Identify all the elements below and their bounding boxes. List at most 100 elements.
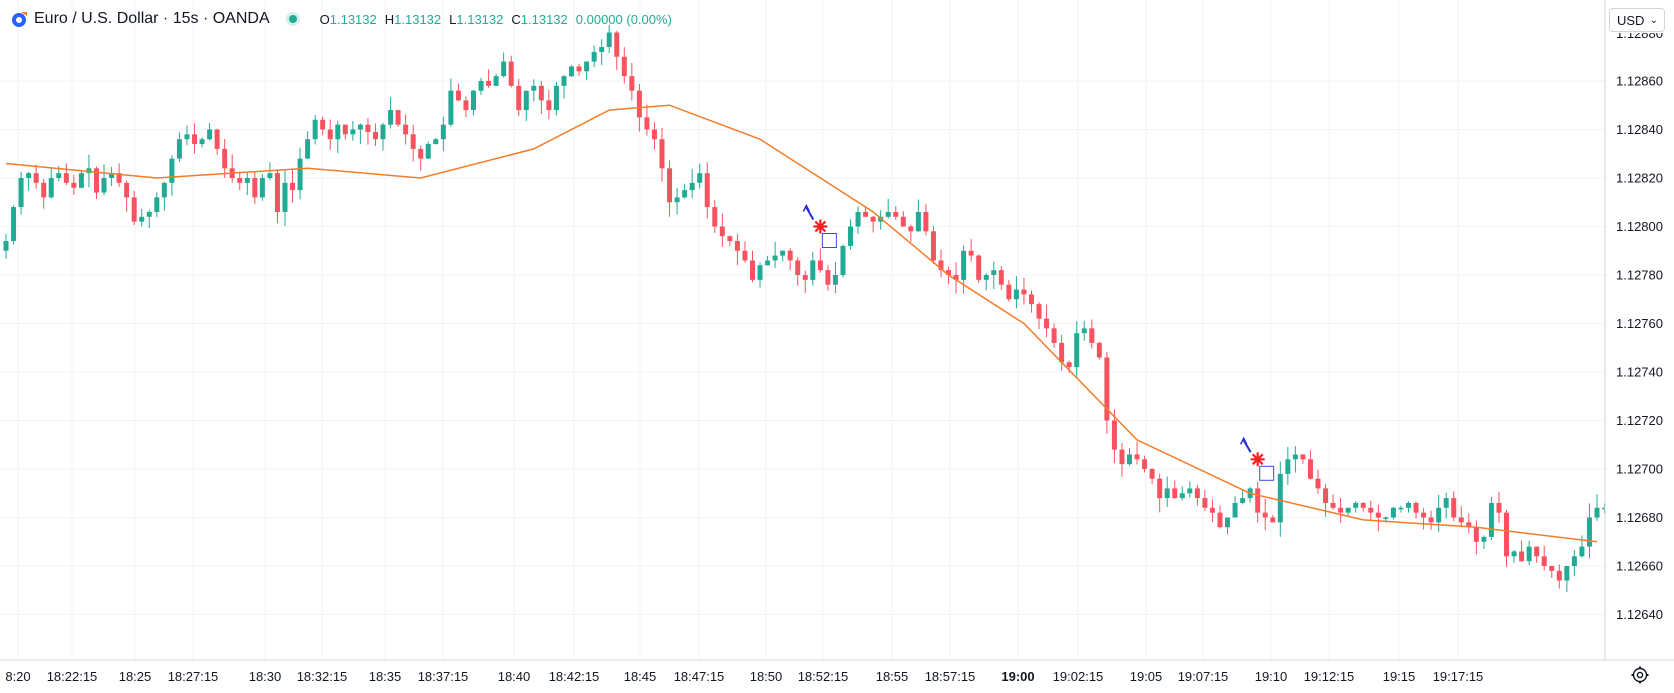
- candle-body: [968, 250, 974, 256]
- y-tick-label: 1.12680: [1616, 510, 1663, 525]
- candle: [78, 170, 84, 189]
- moving-average-series: [5, 104, 1598, 543]
- candle: [380, 122, 386, 151]
- gear-icon[interactable]: [1630, 665, 1650, 685]
- candle: [734, 234, 740, 266]
- currency-selector[interactable]: USD ⌄: [1609, 8, 1665, 32]
- candle-body: [667, 168, 673, 203]
- x-tick-label: 19:17:15: [1433, 669, 1484, 684]
- candle: [3, 233, 9, 259]
- candle: [651, 122, 657, 150]
- candle: [501, 52, 507, 78]
- candle: [244, 171, 250, 196]
- candle-body: [1028, 294, 1034, 305]
- candle-body: [1051, 328, 1057, 343]
- candle: [644, 104, 650, 136]
- candle-body: [116, 173, 122, 183]
- candle-body: [41, 182, 47, 198]
- candle-body: [523, 90, 529, 111]
- candle-body: [817, 260, 823, 271]
- x-tick-label: 18:30: [249, 669, 282, 684]
- candle: [463, 96, 469, 118]
- candle: [749, 250, 755, 283]
- candle: [1081, 320, 1087, 341]
- chart-annotations: [802, 203, 1275, 481]
- candle: [810, 251, 816, 286]
- candle-body: [259, 178, 265, 198]
- candle: [1270, 515, 1276, 523]
- candle-body: [1013, 289, 1019, 300]
- x-tick-label: 18:47:15: [674, 669, 725, 684]
- candle: [508, 55, 514, 88]
- candle-body: [606, 32, 612, 48]
- x-tick-label: 18:42:15: [549, 669, 600, 684]
- candle: [1345, 507, 1351, 517]
- candle-body: [312, 119, 318, 140]
- candle: [1307, 450, 1313, 480]
- candle-body: [614, 32, 620, 57]
- candle-body: [1345, 507, 1351, 513]
- x-tick-label: 18:32:15: [297, 669, 348, 684]
- candle: [1398, 505, 1404, 513]
- candle: [614, 30, 620, 70]
- symbol-title[interactable]: Euro / U.S. Dollar · 15s · OANDA: [34, 10, 270, 27]
- candle: [893, 206, 899, 221]
- candle: [26, 172, 32, 191]
- price-axis[interactable]: 1.128801.128601.128401.128201.128001.127…: [1604, 0, 1674, 693]
- y-tick-label: 1.12800: [1616, 219, 1663, 234]
- candle: [365, 118, 371, 145]
- candle-body: [599, 47, 605, 52]
- x-tick-label: 18:35: [369, 669, 402, 684]
- candle: [968, 239, 974, 262]
- currency-label: USD: [1617, 12, 1645, 28]
- candle-body: [1496, 502, 1502, 513]
- candle-body: [1172, 488, 1178, 499]
- candle: [139, 208, 145, 227]
- time-axis[interactable]: 8:20 18:22:15 18:25 18:27:15 18:30 18:32:15 18…: [0, 659, 1674, 684]
- candle-body: [878, 216, 884, 222]
- candle-body: [1413, 502, 1419, 513]
- candle-body: [493, 76, 499, 86]
- candle: [433, 138, 439, 145]
- candle-body: [1217, 512, 1223, 528]
- candle-body: [1225, 517, 1231, 528]
- x-tick-label: 18:55: [876, 669, 909, 684]
- candle: [1330, 494, 1336, 510]
- x-tick-label: 19:05: [1130, 669, 1163, 684]
- candle: [704, 162, 710, 219]
- candle-body: [154, 197, 160, 212]
- candle-body: [63, 173, 69, 183]
- trade-marker: [802, 203, 837, 248]
- y-tick-label: 1.12760: [1616, 316, 1663, 331]
- candle-body: [1330, 502, 1336, 508]
- candle: [1541, 545, 1547, 571]
- candle: [606, 24, 612, 54]
- candle: [576, 63, 582, 76]
- candle: [154, 192, 160, 218]
- market-status-icon[interactable]: [285, 12, 300, 26]
- candle-body: [772, 255, 778, 261]
- candle: [719, 213, 725, 247]
- candle: [787, 248, 793, 271]
- candle: [1225, 517, 1231, 535]
- candle-body: [870, 216, 876, 222]
- candle: [757, 262, 763, 288]
- candle: [1157, 473, 1163, 513]
- candle-body: [1368, 507, 1374, 513]
- candle: [1179, 486, 1185, 501]
- candle-body: [425, 144, 431, 159]
- chevron-down-icon: ⌄: [1649, 14, 1658, 26]
- candle: [1240, 489, 1246, 505]
- candle-body: [1526, 546, 1532, 562]
- candle: [395, 109, 401, 127]
- candle-body: [1375, 512, 1381, 518]
- candle: [312, 115, 318, 145]
- candle: [908, 224, 914, 242]
- candle-body: [983, 275, 989, 280]
- candle: [418, 145, 424, 171]
- candle: [1571, 550, 1577, 577]
- x-tick-label: 19:12:15: [1304, 669, 1355, 684]
- candle-body: [282, 182, 288, 212]
- candle-body: [184, 134, 190, 140]
